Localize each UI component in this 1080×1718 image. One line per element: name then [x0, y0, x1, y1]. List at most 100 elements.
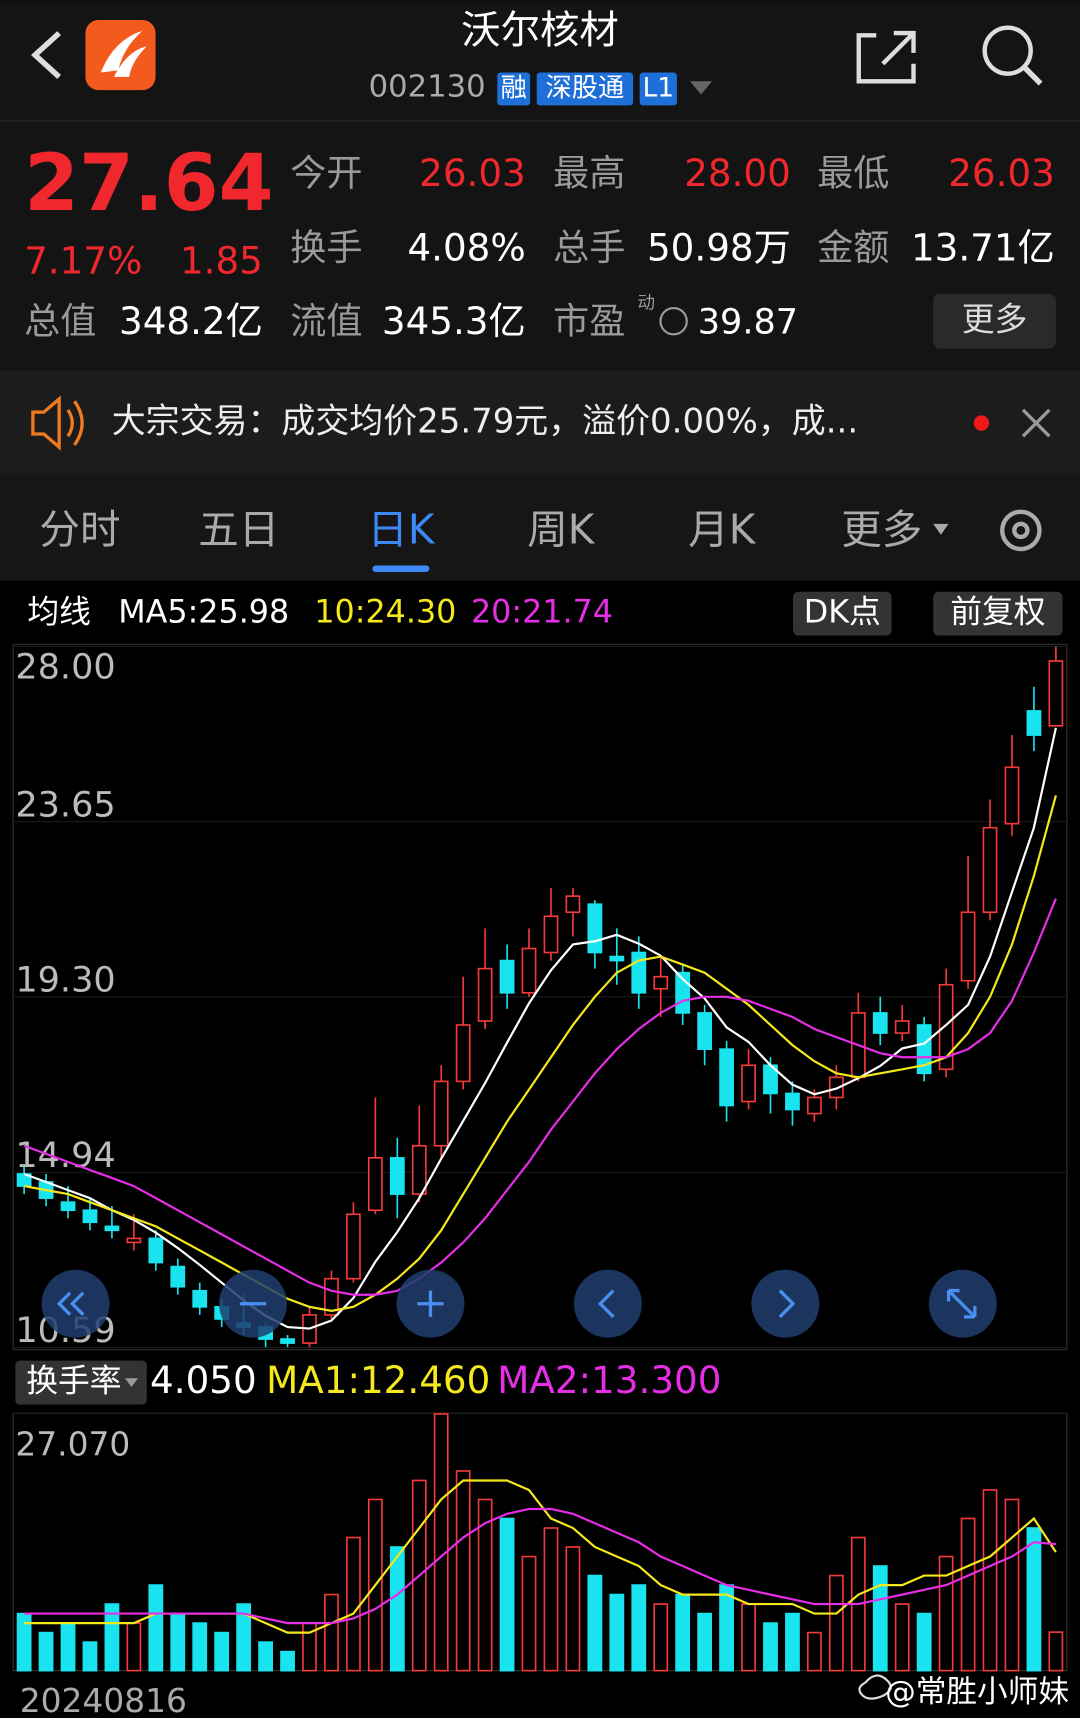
- indicator-arrow: [124, 1378, 139, 1387]
- volume-bar: [982, 1489, 998, 1672]
- control-icon: [778, 1289, 796, 1319]
- field-label: 总值: [24, 299, 96, 342]
- field-value: 4.08%: [407, 225, 525, 269]
- candle-body: [807, 1096, 822, 1115]
- legend-entry: MA5:25.98: [118, 595, 289, 631]
- candle-body: [104, 1225, 120, 1232]
- candle-body: [389, 1157, 405, 1195]
- candle-body: [872, 1012, 888, 1034]
- field-tag: 动: [637, 294, 655, 314]
- header-bg: [0, 0, 1080, 371]
- ma-line: [23, 898, 1057, 1296]
- volume-bar: [631, 1584, 647, 1672]
- volume-bar: [828, 1574, 844, 1672]
- candle-body: [565, 895, 581, 914]
- chart-button-label[interactable]: DK点: [804, 595, 881, 631]
- volume-bar: [741, 1603, 756, 1672]
- notice-close[interactable]: [1021, 408, 1051, 438]
- share-button[interactable]: [856, 30, 916, 84]
- volume-bar: [170, 1612, 186, 1672]
- tab[interactable]: 分时: [39, 506, 120, 554]
- candle-body: [653, 975, 669, 990]
- field-label: 总手: [553, 226, 625, 269]
- dropdown-arrow[interactable]: [690, 81, 712, 95]
- tab[interactable]: 日K: [367, 506, 436, 554]
- stock-title: 沃尔核材: [461, 8, 619, 54]
- info-icon[interactable]: [659, 306, 688, 336]
- tab[interactable]: 五日: [198, 506, 279, 554]
- tag: 融: [501, 73, 527, 103]
- more-arrow: [933, 523, 949, 535]
- field-value: 26.03: [948, 151, 1055, 195]
- back-button[interactable]: [30, 31, 61, 79]
- tab[interactable]: 更多: [841, 506, 922, 554]
- candle-body: [894, 1020, 910, 1034]
- tag-bg: [497, 72, 531, 106]
- indicator-current: 4.050: [150, 1358, 257, 1402]
- search-handle: [1022, 65, 1043, 86]
- volume-bar: [653, 1603, 669, 1672]
- candle-body: [543, 915, 559, 954]
- volume-bar: [455, 1470, 471, 1672]
- control-button[interactable]: [573, 1269, 642, 1338]
- more-label[interactable]: 更多: [962, 300, 1028, 339]
- control-icon: [946, 1288, 977, 1319]
- chart-button-label[interactable]: 前复权: [950, 595, 1045, 631]
- field-label: 换手: [290, 226, 362, 269]
- y-tick-label: 23.65: [15, 784, 115, 825]
- candle-body: [148, 1237, 164, 1264]
- volume-bar: [587, 1574, 603, 1672]
- volume-bar: [565, 1546, 581, 1672]
- candle-body: [785, 1092, 800, 1111]
- more-button[interactable]: [933, 293, 1056, 349]
- legend-entry: 10:24.30: [314, 595, 456, 631]
- volume-bar: [697, 1612, 713, 1672]
- field-label: 今开: [290, 152, 362, 195]
- candle-body: [521, 947, 537, 994]
- indicator-title[interactable]: 换手率: [26, 1364, 121, 1400]
- volume-bar: [258, 1641, 273, 1672]
- indicator-select[interactable]: [15, 1360, 147, 1405]
- chart-button[interactable]: [793, 591, 892, 636]
- app-icon-logo: [100, 30, 147, 77]
- control-button[interactable]: [41, 1269, 110, 1338]
- candle-body: [631, 951, 647, 994]
- stock-code: 002130: [369, 69, 486, 104]
- tabs-bg: [0, 475, 1080, 581]
- candle-body: [367, 1157, 383, 1212]
- candle-body: [126, 1237, 142, 1244]
- legend-entry: MA1:12.460: [266, 1358, 490, 1402]
- field-value: 345.3亿: [382, 299, 526, 343]
- control-icon: [56, 1291, 85, 1316]
- volume-bar: [719, 1584, 734, 1672]
- volume-bar: [192, 1622, 208, 1672]
- change-pct: 7.17%: [24, 239, 142, 283]
- tab[interactable]: 月K: [688, 506, 757, 554]
- legend-title: 均线: [27, 595, 90, 631]
- candle-body: [719, 1048, 734, 1107]
- control-button[interactable]: [751, 1269, 820, 1338]
- candle-body: [1048, 660, 1064, 727]
- volume-bar: [433, 1413, 449, 1672]
- tag-bg: [536, 72, 634, 106]
- tab[interactable]: 周K: [527, 506, 596, 554]
- volume-bar: [785, 1612, 800, 1672]
- volume-bar: [324, 1593, 339, 1672]
- candle-body: [324, 1277, 339, 1316]
- candle-body: [192, 1289, 208, 1308]
- legend-entry: 20:21.74: [471, 595, 613, 631]
- chart-button[interactable]: [933, 591, 1063, 636]
- settings-button[interactable]: [1000, 509, 1042, 552]
- volume-bar: [214, 1631, 230, 1672]
- chart-controls: [41, 1269, 997, 1338]
- search-button[interactable]: [982, 25, 1033, 76]
- candle-body: [916, 1024, 932, 1075]
- volume-bar: [236, 1603, 252, 1672]
- field-value: 50.98万: [647, 225, 791, 269]
- volume-bar: [872, 1565, 888, 1672]
- ma-line: [23, 795, 1057, 1312]
- field-value: 26.03: [419, 151, 526, 195]
- notice-text[interactable]: 大宗交易：成交均价25.79元，溢价0.00%，成...: [112, 402, 858, 442]
- candle-body: [411, 1144, 427, 1195]
